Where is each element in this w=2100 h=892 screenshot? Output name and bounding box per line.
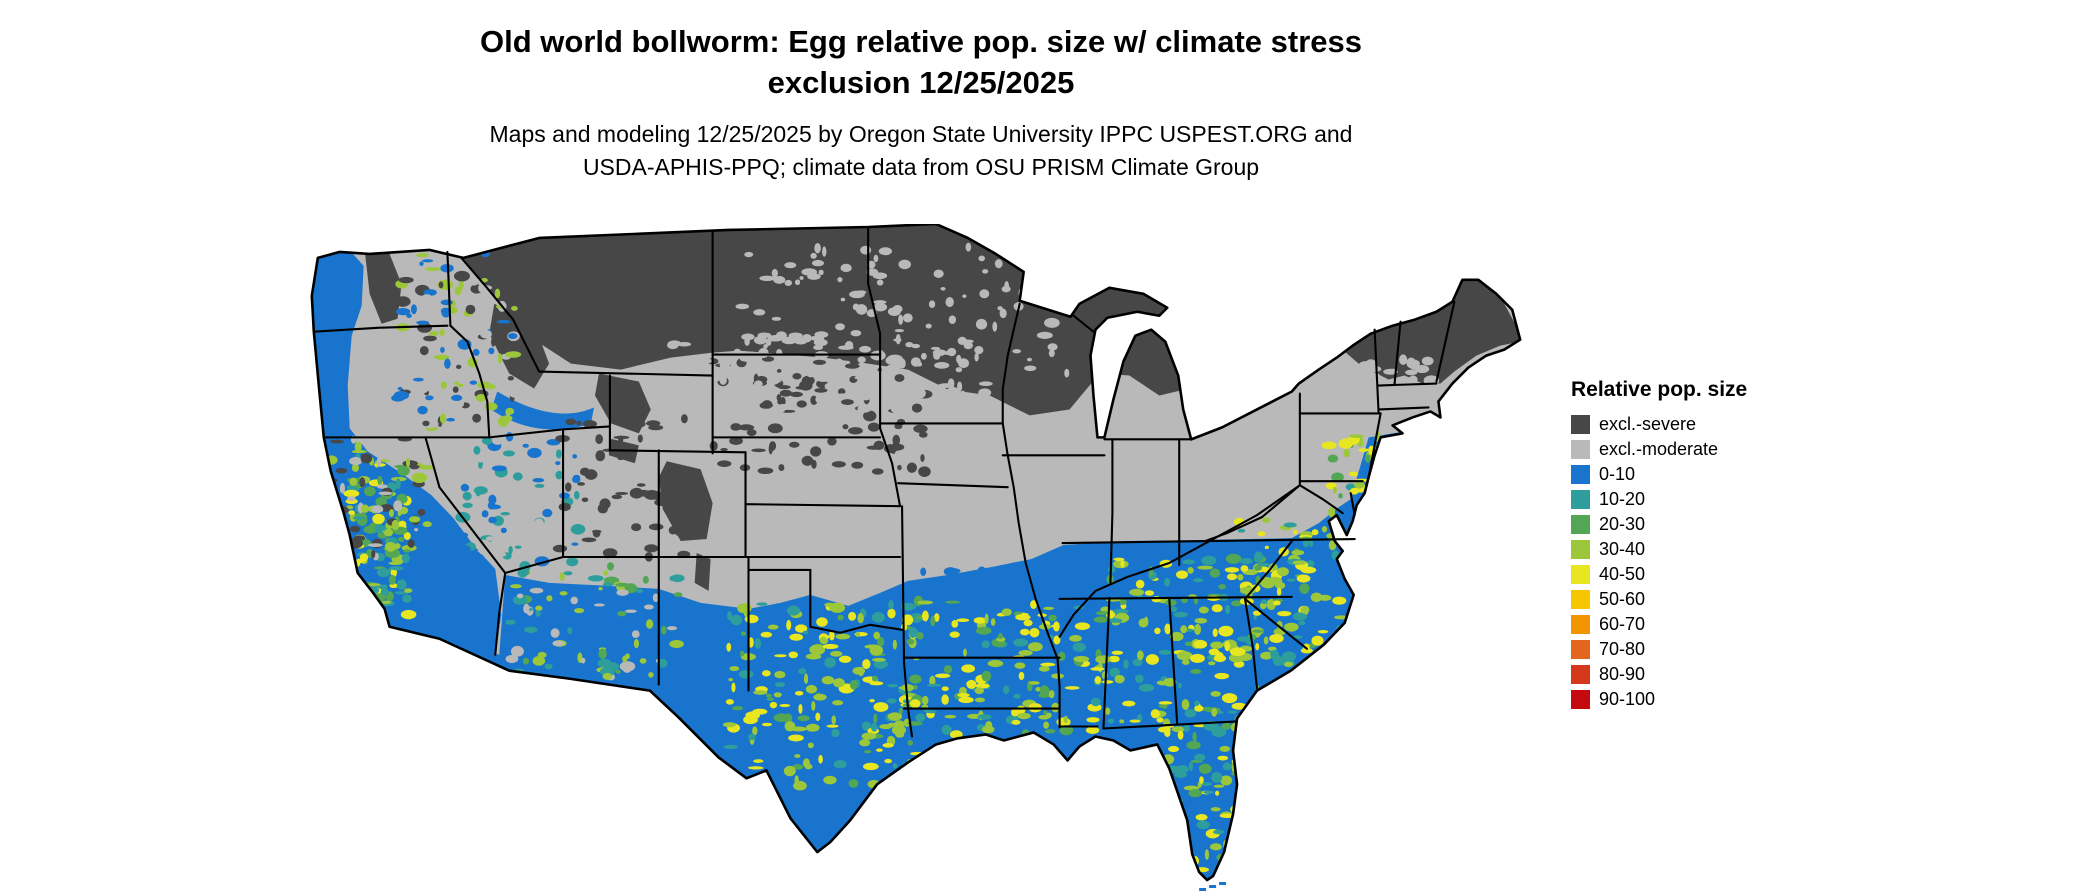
us-coast-outline [310,224,1522,882]
florida-keys [1199,882,1227,892]
legend-label: 60-70 [1599,614,1646,634]
legend-label: excl.-moderate [1599,439,1719,459]
us-choropleth-map [308,224,1528,892]
figure-subtitle-line1: Maps and modeling 12/25/2025 by Oregon S… [489,120,1353,147]
legend-label: 0-10 [1599,464,1636,484]
legend-row: 80-90 [1571,662,1811,687]
legend-title: Relative pop. size [1571,378,1748,401]
legend-row: 40-50 [1571,562,1811,587]
legend-row: 50-60 [1571,587,1811,612]
legend-row: 10-20 [1571,487,1811,512]
legend-row: 70-80 [1571,637,1811,662]
legend-row: 60-70 [1571,612,1811,637]
legend-label: 80-90 [1599,664,1646,684]
legend-swatch [1571,415,1590,434]
legend-label: 50-60 [1599,589,1646,609]
legend-row: 20-30 [1571,512,1811,537]
legend-label: 30-40 [1599,539,1646,559]
legend-swatch [1571,540,1590,559]
legend-swatch [1571,690,1590,709]
legend-label: 40-50 [1599,564,1646,584]
figure-title-line1: Old world bollworm: Egg relative pop. si… [480,24,1362,59]
state-borders [312,225,1456,738]
figure-subtitle: Maps and modeling 12/25/2025 by Oregon S… [0,118,1842,185]
legend-swatch [1571,515,1590,534]
legend-label: excl.-severe [1599,414,1697,434]
legend-swatch [1571,665,1590,684]
legend-label: 70-80 [1599,639,1646,659]
legend-swatch [1571,440,1590,459]
legend-row: 0-10 [1571,462,1811,487]
legend-swatch [1571,490,1590,509]
legend-swatch [1571,590,1590,609]
legend-label: 90-100 [1599,689,1656,709]
legend-swatch [1571,615,1590,634]
figure-subtitle-line2: USDA-APHIS-PPQ; climate data from OSU PR… [582,154,1260,181]
title-block: Old world bollworm: Egg relative pop. si… [0,22,1842,185]
legend-swatch [1571,465,1590,484]
legend: Relative pop. size excl.-severe excl.-mod… [1571,378,1811,712]
us-map-svg [310,224,1522,892]
legend-row: excl.-moderate [1571,437,1811,462]
legend-row: 30-40 [1571,537,1811,562]
figure-title: Old world bollworm: Egg relative pop. si… [0,22,1842,104]
legend-rows: excl.-severe excl.-moderate 0-10 10-20 20-30… [1571,412,1811,712]
legend-label: 10-20 [1599,489,1646,509]
legend-row: 90-100 [1571,687,1811,712]
legend-swatch [1571,640,1590,659]
figure-title-line2: exclusion 12/25/2025 [767,64,1075,100]
legend-label: 20-30 [1599,514,1646,534]
legend-row: excl.-severe [1571,412,1811,437]
legend-swatch [1571,565,1590,584]
